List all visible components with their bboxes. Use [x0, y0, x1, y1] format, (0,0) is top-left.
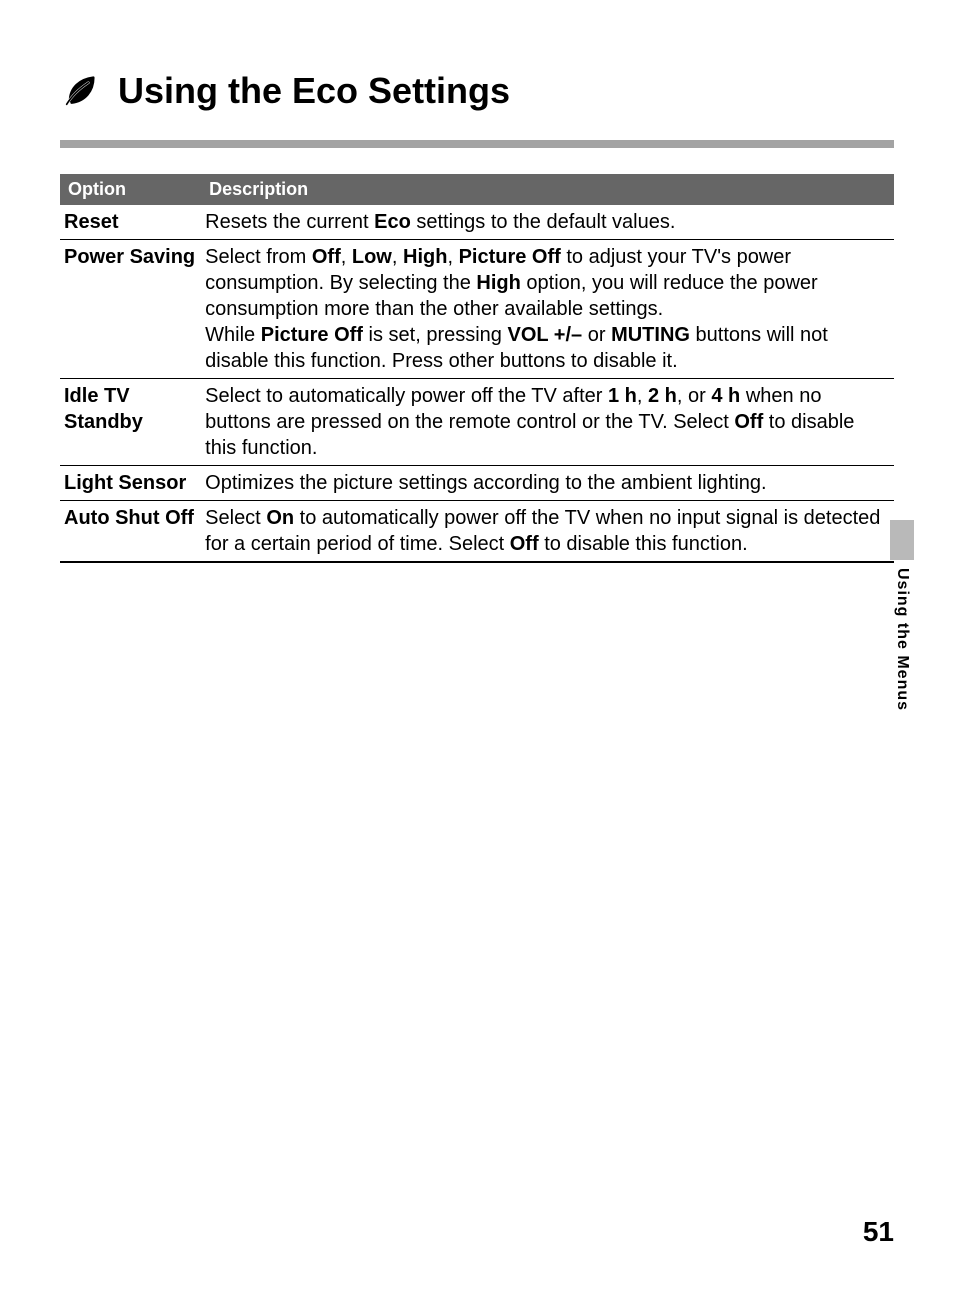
column-header-option: Option: [60, 174, 201, 205]
side-tab-marker: [890, 520, 914, 560]
table-row: Auto Shut OffSelect On to automatically …: [60, 501, 894, 563]
table-row: Light SensorOptimizes the picture settin…: [60, 466, 894, 501]
side-tab-label: Using the Menus: [893, 568, 911, 711]
table-header-row: Option Description: [60, 174, 894, 205]
description-cell: Select from Off, Low, High, Picture Off …: [201, 240, 894, 379]
option-cell: Idle TVStandby: [60, 379, 201, 466]
description-cell: Select to automatically power off the TV…: [201, 379, 894, 466]
page-title: Using the Eco Settings: [118, 70, 510, 112]
settings-table: Option Description ResetResets the curre…: [60, 174, 894, 563]
description-cell: Resets the current Eco settings to the d…: [201, 205, 894, 240]
column-header-description: Description: [201, 174, 894, 205]
side-tab: Using the Menus: [890, 520, 914, 711]
description-cell: Optimizes the picture settings according…: [201, 466, 894, 501]
table-row: Power SavingSelect from Off, Low, High, …: [60, 240, 894, 379]
description-cell: Select On to automatically power off the…: [201, 501, 894, 563]
option-cell: Reset: [60, 205, 201, 240]
option-cell: Power Saving: [60, 240, 201, 379]
section-divider: [60, 140, 894, 148]
eco-leaf-icon: [60, 71, 100, 111]
option-cell: Auto Shut Off: [60, 501, 201, 563]
table-body: ResetResets the current Eco settings to …: [60, 205, 894, 562]
page-number: 51: [863, 1216, 894, 1248]
table-row: Idle TVStandbySelect to automatically po…: [60, 379, 894, 466]
page: Using the Eco Settings Option Descriptio…: [0, 0, 954, 1298]
option-cell: Light Sensor: [60, 466, 201, 501]
title-row: Using the Eco Settings: [60, 70, 894, 112]
table-row: ResetResets the current Eco settings to …: [60, 205, 894, 240]
